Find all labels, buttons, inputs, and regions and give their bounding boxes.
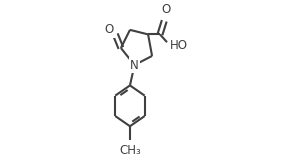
Text: O: O — [104, 23, 114, 36]
Text: CH₃: CH₃ — [119, 144, 141, 157]
Text: N: N — [130, 59, 139, 72]
Text: O: O — [161, 3, 170, 16]
Text: HO: HO — [170, 39, 188, 52]
